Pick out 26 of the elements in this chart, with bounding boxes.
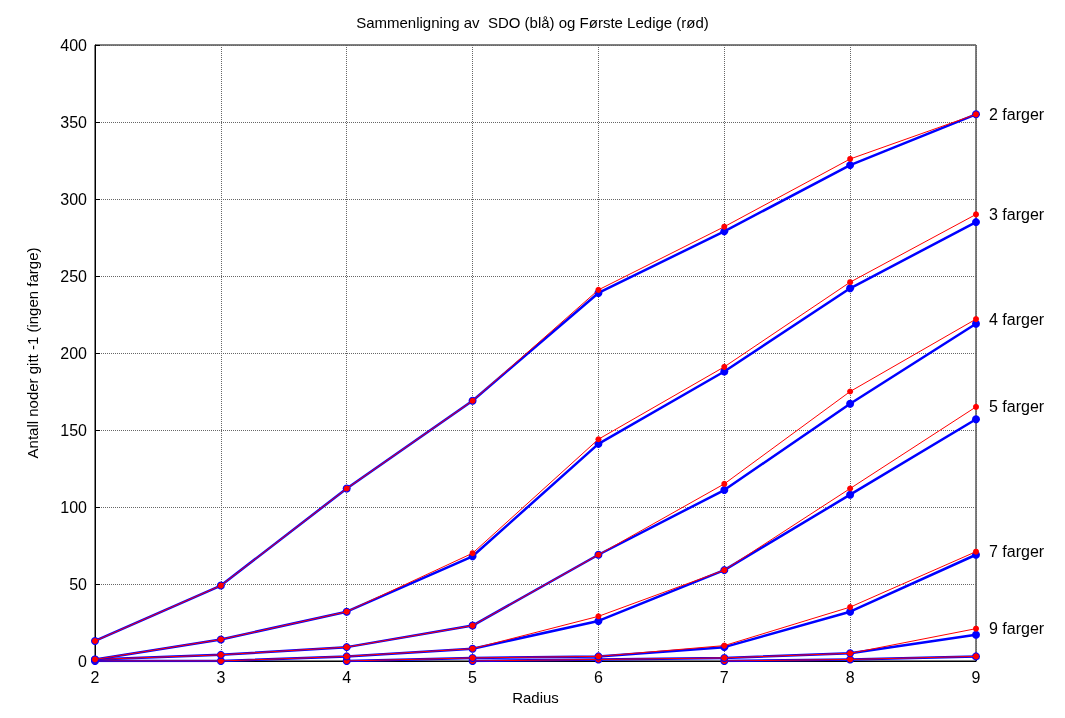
- x-tick-label: 6: [593, 668, 603, 686]
- y-tick-label: 150: [60, 421, 88, 439]
- y-tick-label: 300: [60, 190, 88, 208]
- x-axis-title: Radius: [512, 688, 559, 706]
- x-tick-label: 9: [971, 668, 981, 686]
- y-tick-label: 200: [60, 344, 88, 362]
- y-tick-label: 350: [60, 113, 88, 131]
- y-tick-label: 100: [60, 498, 88, 516]
- y-tick-label: 250: [60, 267, 88, 285]
- series-label: 5 farger: [989, 398, 1045, 416]
- series-label: 3 farger: [989, 205, 1045, 223]
- x-tick-label: 7: [719, 668, 729, 686]
- x-tick-label: 4: [342, 668, 352, 686]
- x-tick-label: 2: [90, 668, 100, 686]
- y-tick-label: 400: [60, 36, 88, 54]
- y-tick-label: 0: [78, 652, 88, 670]
- series-label: 4 farger: [989, 310, 1045, 328]
- y-tick-label: 50: [69, 575, 88, 593]
- x-tick-label: 3: [216, 668, 226, 686]
- chart-title: Sammenligning av SDO (blå) og Første Ledige (rød): [356, 14, 709, 31]
- x-tick-label: 8: [845, 668, 855, 686]
- x-tick-label: 5: [468, 668, 478, 686]
- y-axis-title: Antall noder gitt -1 (ingen farge): [24, 247, 41, 459]
- series-label: 7 farger: [989, 543, 1045, 561]
- series-label: 2 farger: [989, 105, 1045, 123]
- series-label: 9 farger: [989, 620, 1045, 638]
